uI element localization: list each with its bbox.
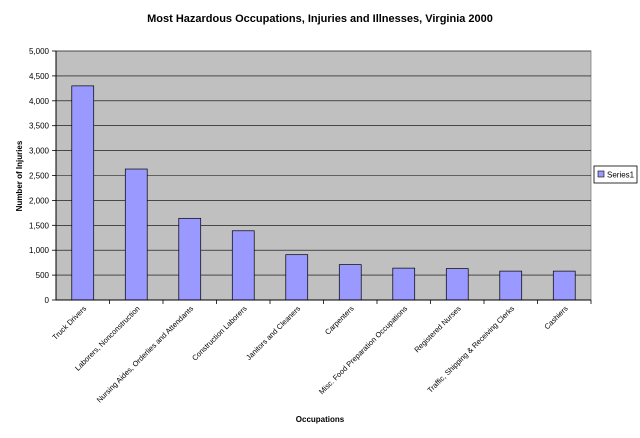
legend-swatch <box>597 170 605 178</box>
bar <box>499 270 523 301</box>
y-tick-label: 4,500 <box>29 72 50 81</box>
bar <box>445 268 469 301</box>
y-tick-label: 3,500 <box>29 122 50 131</box>
y-axis-title: Number of Injuries <box>15 140 24 211</box>
y-tick-label: 1,500 <box>29 221 50 230</box>
chart-title: Most Hazardous Occupations, Injuries and… <box>147 13 493 25</box>
legend: Series1 <box>593 165 638 184</box>
y-tick-label: 2,000 <box>29 196 50 205</box>
bar <box>338 264 362 301</box>
x-tick-label: Truck Drivers <box>50 304 88 342</box>
x-tick-label: Misc. Food Preparation Occupations <box>317 304 409 396</box>
bar <box>231 230 255 301</box>
x-tick-label: Cashiers <box>542 304 569 331</box>
y-tick-label: 3,000 <box>29 147 50 156</box>
bar <box>392 267 416 301</box>
x-axis-title: Occupations <box>296 415 345 424</box>
legend-box <box>593 165 638 184</box>
x-tick-label: Traffic, Shipping & Receiving Clerks <box>425 304 516 395</box>
bar <box>178 217 202 301</box>
x-tick-label: Nursing Aides, Orderlies and Attendants <box>95 304 196 405</box>
y-tick-label: 500 <box>36 271 50 280</box>
bar <box>71 85 95 301</box>
legend-label-series1: Series1 <box>607 171 635 180</box>
bar <box>552 270 576 301</box>
x-tick-label: Carpenters <box>323 304 356 337</box>
x-tick-label: Registered Nurses <box>412 304 462 354</box>
x-tick-label: Janitors and Cleaners <box>244 304 302 362</box>
bar <box>285 254 309 301</box>
y-tick-label: 0 <box>45 296 50 305</box>
y-tick-label: 1,000 <box>29 246 50 255</box>
y-tick-label: 4,000 <box>29 97 50 106</box>
y-tick-label: 2,500 <box>29 172 50 181</box>
bar <box>124 168 148 301</box>
x-tick-label: Construction Laborers <box>190 304 249 363</box>
y-tick-label: 5,000 <box>29 47 50 56</box>
